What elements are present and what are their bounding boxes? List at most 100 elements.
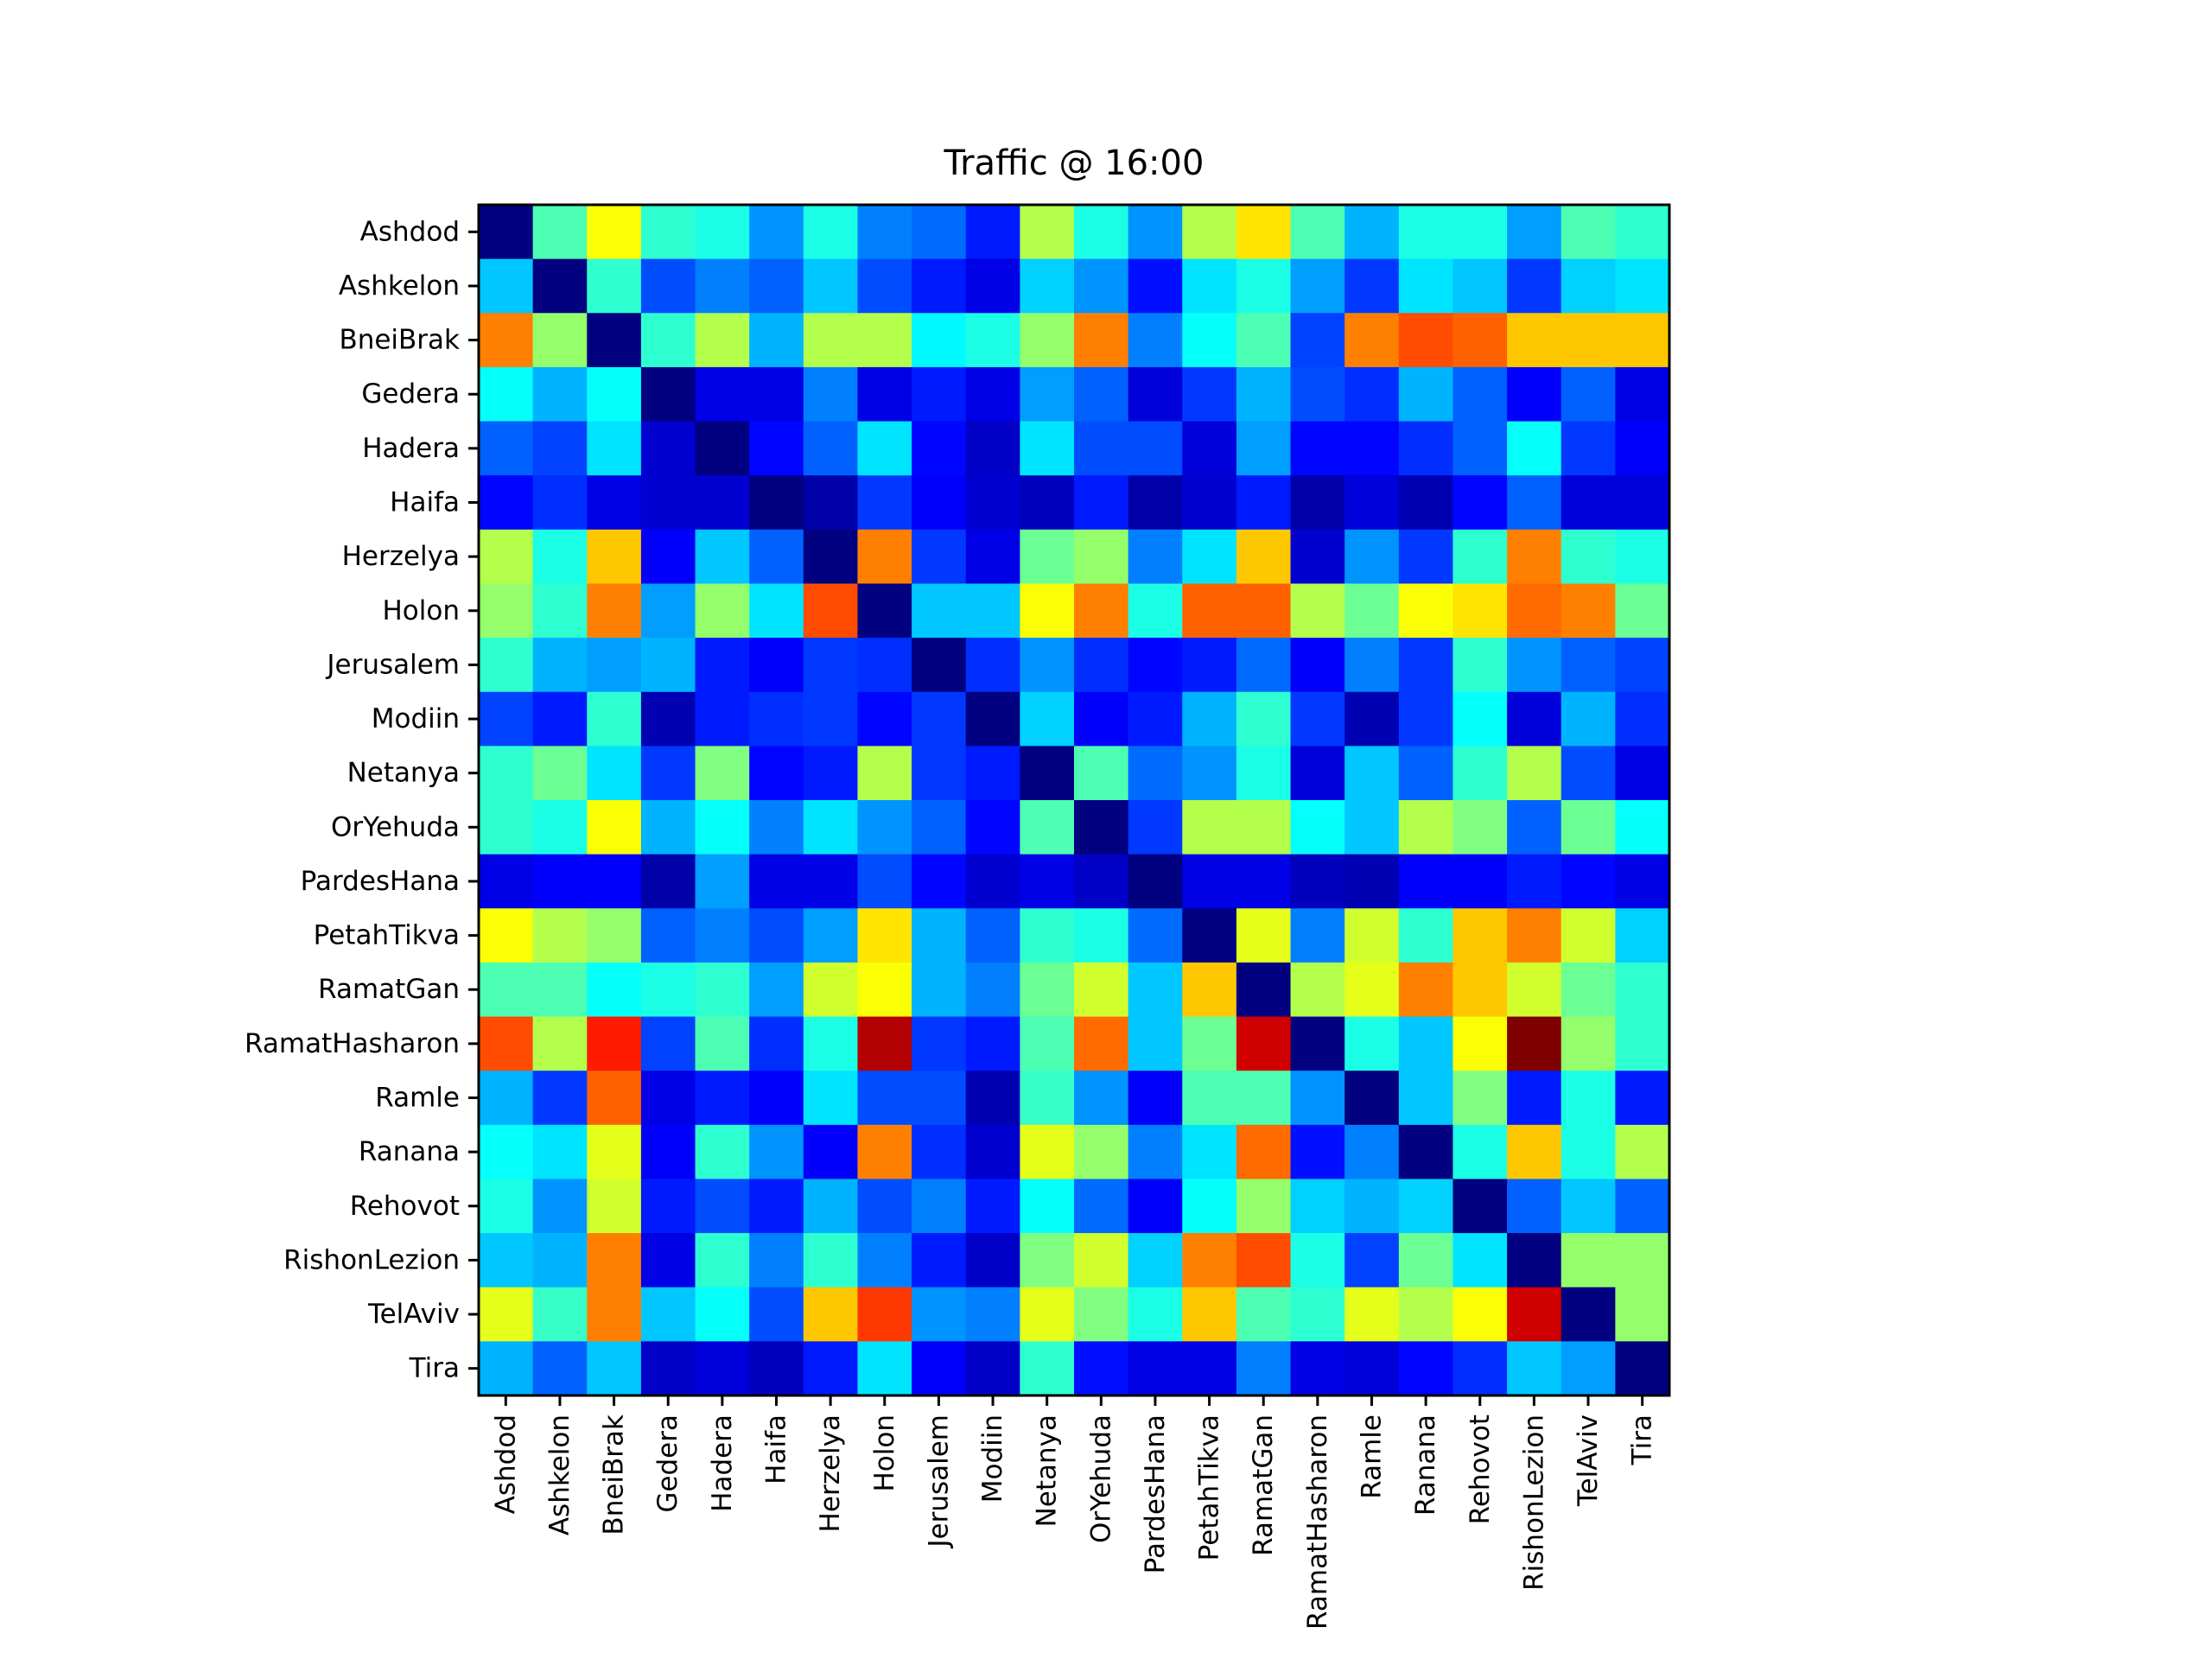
y-tick-label: PardesHana: [301, 866, 460, 897]
heatmap-cell: [479, 1124, 534, 1180]
x-tick-label: BneiBrak: [599, 1414, 630, 1535]
x-tick-label: Holon: [869, 1414, 900, 1492]
heatmap-cell: [1128, 421, 1183, 476]
heatmap-cell: [912, 1179, 967, 1234]
heatmap-cell: [479, 529, 534, 585]
heatmap-cell: [749, 1341, 804, 1396]
heatmap-cell: [749, 313, 804, 368]
y-tick-label: TelAviv: [367, 1299, 460, 1330]
heatmap-cell: [857, 421, 912, 476]
heatmap-cell: [1398, 800, 1454, 855]
heatmap-cell: [1344, 529, 1400, 585]
heatmap-cell: [1074, 1233, 1129, 1288]
heatmap-cell: [965, 475, 1020, 531]
heatmap-cell: [1507, 1016, 1562, 1071]
heatmap-cell: [1615, 1016, 1670, 1071]
heatmap-cell: [479, 854, 534, 909]
heatmap-cell: [1560, 529, 1616, 585]
heatmap-cell: [857, 962, 912, 1018]
x-tick-label: PetahTikva: [1194, 1414, 1225, 1560]
heatmap-cell: [749, 1179, 804, 1234]
heatmap-cell: [1290, 1233, 1345, 1288]
heatmap-cell: [1074, 1179, 1129, 1234]
heatmap-cell: [803, 529, 859, 585]
heatmap-cell: [587, 746, 642, 801]
heatmap-cell: [587, 691, 642, 747]
heatmap-cell: [1128, 205, 1183, 260]
heatmap-cell: [587, 962, 642, 1018]
heatmap-cell: [857, 313, 912, 368]
heatmap-cell: [965, 1287, 1020, 1342]
heatmap-cell: [1020, 962, 1075, 1018]
heatmap-cell: [532, 1179, 588, 1234]
heatmap-cell: [749, 366, 804, 423]
heatmap-cell: [532, 475, 588, 531]
heatmap-cell: [1398, 366, 1454, 423]
heatmap-cell: [1452, 1233, 1508, 1288]
heatmap-cell: [640, 366, 696, 423]
heatmap-cell: [479, 205, 534, 260]
heatmap-cell: [749, 638, 804, 693]
x-tick-label: Ashkelon: [544, 1414, 575, 1535]
heatmap-cell: [479, 421, 534, 476]
heatmap-cell: [532, 1124, 588, 1180]
heatmap-cell: [1398, 638, 1454, 693]
heatmap-cell: [1560, 962, 1616, 1018]
heatmap-cell: [1344, 1124, 1400, 1180]
heatmap-cell: [857, 1233, 912, 1288]
heatmap-cell: [587, 1341, 642, 1396]
heatmap-cell: [803, 800, 859, 855]
heatmap-cell: [1507, 908, 1562, 963]
heatmap-cell: [1615, 908, 1670, 963]
heatmap-cell: [640, 1124, 696, 1180]
heatmap-cell: [1290, 1124, 1345, 1180]
heatmap-cell: [912, 1287, 967, 1342]
heatmap-cell: [532, 313, 588, 368]
heatmap-cell: [803, 1124, 859, 1180]
heatmap-cell: [479, 908, 534, 963]
heatmap-cell: [1236, 1287, 1292, 1342]
x-tick-label: Herzelya: [815, 1414, 846, 1532]
heatmap-cell: [587, 258, 642, 314]
heatmap-cell: [803, 366, 859, 423]
heatmap-cell: [1560, 1071, 1616, 1126]
heatmap-cell: [1344, 1071, 1400, 1126]
x-tick-label: Ranana: [1410, 1414, 1441, 1516]
heatmap-cell: [749, 962, 804, 1018]
heatmap-cell: [857, 205, 912, 260]
heatmap-cell: [1182, 746, 1237, 801]
heatmap-cell: [1236, 1016, 1292, 1071]
heatmap-cell: [1182, 1071, 1237, 1126]
heatmap-cell: [1236, 529, 1292, 585]
heatmap-cell: [640, 1341, 696, 1396]
y-tick-label: Ashkelon: [339, 270, 460, 302]
heatmap-cell: [1236, 1341, 1292, 1396]
heatmap-cell: [965, 1016, 1020, 1071]
heatmap-cell: [587, 854, 642, 909]
heatmap-cell: [1615, 1233, 1670, 1288]
heatmap-cell: [1398, 1016, 1454, 1071]
heatmap-cell: [965, 1233, 1020, 1288]
heatmap-cell: [1020, 1124, 1075, 1180]
heatmap-cell: [857, 800, 912, 855]
x-tick-label: Tira: [1627, 1414, 1658, 1465]
heatmap-cell: [1236, 475, 1292, 531]
heatmap-cell: [1452, 691, 1508, 747]
heatmap-cell: [479, 800, 534, 855]
heatmap-cell: [1074, 746, 1129, 801]
heatmap-cell: [479, 1287, 534, 1342]
heatmap-cell: [965, 1179, 1020, 1234]
axis-ticks: [468, 230, 1644, 1406]
heatmap-cell: [1615, 529, 1670, 585]
heatmap-cell: [1452, 366, 1508, 423]
heatmap-cell: [1020, 746, 1075, 801]
heatmap-cell: [640, 421, 696, 476]
heatmap-cell: [749, 1233, 804, 1288]
heatmap-cell: [1615, 583, 1670, 639]
x-tick-label: Netanya: [1032, 1414, 1063, 1527]
heatmap-cell: [1507, 1341, 1562, 1396]
heatmap-cell: [1452, 529, 1508, 585]
heatmap-cell: [1290, 258, 1345, 314]
heatmap-cell: [857, 691, 912, 747]
